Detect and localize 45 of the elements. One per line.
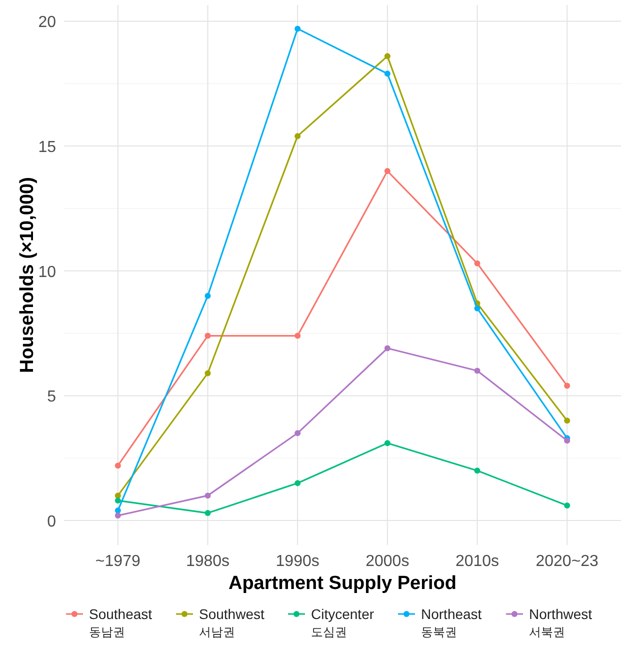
point [564,382,570,389]
x-tick-label: ~1979 [95,553,140,570]
x-tick-label: 2000s [366,553,410,570]
point [114,498,121,504]
y-axis-title: Households (×10,000) [17,177,38,373]
x-tick-label: 1990s [276,553,320,570]
point [294,430,301,436]
point [204,370,211,376]
point [474,368,480,374]
point [384,70,390,77]
x-axis-title: Apartment Supply Period [228,573,457,594]
y-tick-label: 15 [38,139,56,156]
y-tick-label: 5 [47,388,56,406]
point [204,332,211,339]
point [474,305,480,312]
point [204,292,211,299]
point [474,260,480,266]
point [294,133,301,140]
point [204,510,211,516]
point [564,418,570,424]
point [384,345,390,352]
point [294,26,301,32]
x-tick-label: 2010s [455,553,500,570]
legend-label: Northwest 서북권 [529,606,592,639]
legend-label: Northeast 동북권 [421,606,482,639]
legend-label: Southwest 서남권 [199,606,264,639]
point [114,512,121,519]
legend-label: Citycenter 도심권 [311,606,374,639]
legend-label: Southeast 동남권 [89,606,152,639]
point [564,502,570,509]
y-tick-label: 0 [47,514,56,531]
point [564,438,570,444]
point [384,168,390,174]
point [114,492,121,499]
point [114,462,121,469]
point [294,480,301,486]
y-tick-label: 10 [38,264,56,281]
x-tick-label: 2020~23 [536,553,599,570]
point [384,53,390,60]
point [294,332,301,339]
y-tick-label: 20 [38,14,56,32]
point [384,440,390,446]
x-tick-label: 1980s [186,553,230,570]
point [474,468,480,474]
point [204,492,211,499]
